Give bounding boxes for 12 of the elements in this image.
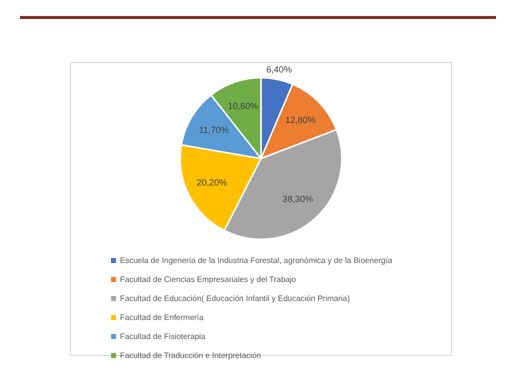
legend-label: Facultad de Ciencias Empresariales y del Trabajo xyxy=(119,274,298,286)
legend-label: Facultad de Enfermería xyxy=(119,312,205,324)
data-label: 6,40% xyxy=(266,64,292,74)
legend-label: Facultad de Educación( Educación Infantil y Educación Primaria) xyxy=(119,293,351,305)
data-label: 38,30% xyxy=(282,194,313,204)
data-label: 11,70% xyxy=(198,124,229,135)
data-label: 12,80% xyxy=(285,114,316,125)
legend-label: Facultad de Fisioterapia xyxy=(119,331,206,343)
data-label: 10,60% xyxy=(228,101,258,112)
data-label: 20,20% xyxy=(196,178,228,188)
legend-label: Escuela de Ingenería de la Industria Forestal, agronómica y de la Bioenergía xyxy=(119,255,392,267)
legend-label: Facultad de Traducción e Interpretación xyxy=(119,350,262,362)
